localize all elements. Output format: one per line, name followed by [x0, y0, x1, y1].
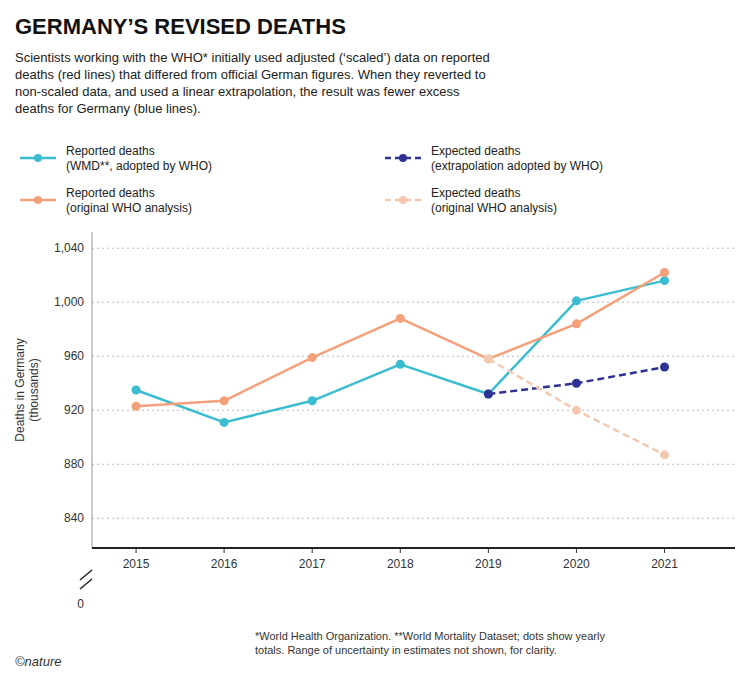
legend-item: Expected deaths(extrapolation adopted by…	[385, 144, 603, 173]
y-tick-label: 880	[64, 457, 84, 471]
legend-item: Reported deaths(original WHO analysis)	[20, 186, 192, 215]
legend-marker	[399, 154, 407, 162]
legend-item: Expected deaths(original WHO analysis)	[385, 186, 557, 215]
legend-label: Expected deaths(original WHO analysis)	[431, 186, 557, 215]
x-axis-line	[92, 547, 735, 549]
point	[572, 379, 581, 388]
point	[308, 396, 317, 405]
background	[0, 0, 751, 680]
point	[484, 390, 493, 399]
subtitle: Scientists working with the WHO* initial…	[15, 50, 490, 116]
point	[484, 390, 493, 399]
chart: GERMANY’S REVISED DEATHS Scientists worki…	[0, 0, 751, 680]
legend-marker	[34, 196, 42, 204]
legend-marker	[34, 154, 42, 162]
legend-marker	[399, 196, 407, 204]
y-tick-label: 960	[64, 349, 84, 363]
grid-line	[92, 248, 735, 249]
series-line	[488, 367, 664, 394]
legend-label: Reported deaths(WMD**, adopted by WHO)	[66, 144, 212, 173]
point	[572, 406, 581, 415]
legend-label: Expected deaths(extrapolation adopted by…	[431, 144, 603, 173]
legend-label: Reported deaths(original WHO analysis)	[66, 186, 192, 215]
grid-line	[92, 464, 735, 465]
legend-item: Reported deaths(WMD**, adopted by WHO)	[20, 144, 212, 173]
y-axis-line	[92, 232, 93, 548]
y-axis-label: Deaths in Germany(thousands)	[13, 338, 41, 441]
x-tick-label: 2020	[563, 557, 590, 571]
x-tick-label: 2017	[299, 557, 326, 571]
point	[132, 402, 141, 411]
plot-area	[132, 268, 669, 459]
point	[660, 276, 669, 285]
title: GERMANY’S REVISED DEATHS	[15, 14, 346, 39]
point	[572, 319, 581, 328]
point	[396, 314, 405, 323]
y-tick-label: 1,000	[54, 295, 84, 309]
y-tick-label: 1,040	[54, 241, 84, 255]
y-tick-label: 840	[64, 511, 84, 525]
point	[132, 386, 141, 395]
point	[396, 360, 405, 369]
x-tick-label: 2021	[651, 557, 678, 571]
grid-line	[92, 302, 735, 303]
series-line	[488, 359, 664, 455]
point	[220, 396, 229, 405]
axis-break	[80, 570, 92, 580]
axis-break	[80, 579, 92, 589]
x-tick-label: 2015	[123, 557, 150, 571]
grid-line	[92, 356, 735, 357]
annotation: 0	[77, 597, 84, 611]
point	[484, 354, 493, 363]
point	[572, 296, 581, 305]
x-tick-label: 2016	[211, 557, 238, 571]
point	[660, 450, 669, 459]
y-tick-label: 920	[64, 403, 84, 417]
point	[308, 353, 317, 362]
point	[484, 354, 493, 363]
point	[660, 363, 669, 372]
x-tick-label: 2019	[475, 557, 502, 571]
footnote: *World Health Organization. **World Mort…	[255, 630, 605, 656]
credit: ©nature	[15, 654, 61, 669]
x-tick-label: 2018	[387, 557, 414, 571]
point	[220, 418, 229, 427]
grid-line	[92, 518, 735, 519]
series-line	[136, 273, 664, 407]
point	[660, 268, 669, 277]
